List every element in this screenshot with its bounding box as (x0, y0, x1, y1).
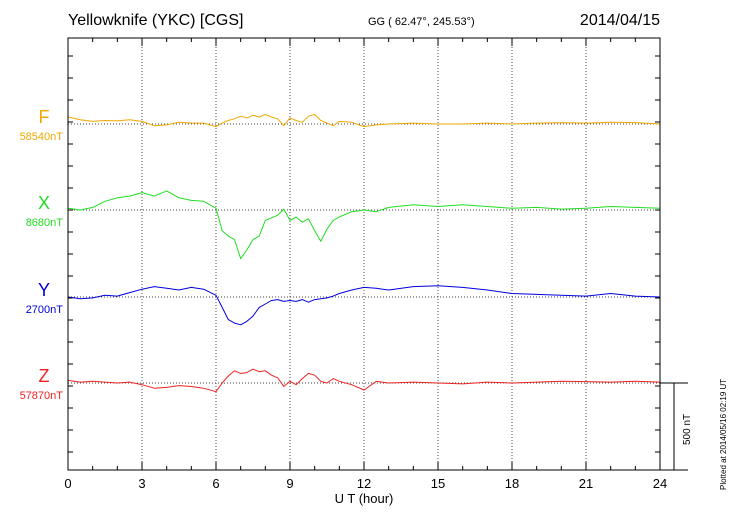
series-line-z (67, 368, 661, 393)
component-name-z: Z (39, 366, 50, 386)
component-baseline-x: 8680nT (26, 217, 64, 229)
x-tick-label: 3 (138, 476, 145, 491)
component-baseline-y: 2700nT (26, 304, 64, 316)
x-tick-label: 21 (579, 476, 593, 491)
component-baseline-f: 58540nT (20, 131, 64, 143)
x-tick-label: 15 (431, 476, 445, 491)
x-tick-label: 18 (505, 476, 519, 491)
plotted-note: Plotted at 2014/05/16 02:19 UT (719, 379, 728, 490)
grid-lines (68, 38, 660, 470)
component-name-x: X (38, 193, 50, 213)
coordinates-label: GG ( 62.47°, 245.53°) (368, 16, 475, 28)
series-line-y (67, 285, 661, 326)
x-axis-label: U T (hour) (335, 491, 394, 506)
scale-bar-label: 500 nT (682, 414, 693, 445)
axis-ticks: 0 3 6 9 12 15 18 21 24 (64, 38, 667, 491)
date-label: 2014/04/15 (580, 12, 660, 29)
x-tick-label: 9 (286, 476, 293, 491)
component-baseline-z: 57870nT (20, 390, 64, 402)
scale-bar: 500 nT (660, 382, 693, 471)
station-title: Yellowknife (YKC) [CGS] (68, 12, 243, 29)
series-labels: F 58540nT X 8680nT Y 2700nT Z 57870nT (20, 107, 64, 402)
x-tick-label: 0 (64, 476, 71, 491)
series-layer (67, 113, 661, 393)
x-tick-label: 12 (357, 476, 371, 491)
series-line-f (67, 113, 661, 128)
series-line-x (67, 190, 661, 260)
component-name-y: Y (38, 280, 50, 300)
component-name-f: F (39, 107, 50, 127)
x-tick-label: 24 (653, 476, 667, 491)
x-tick-label: 6 (212, 476, 219, 491)
